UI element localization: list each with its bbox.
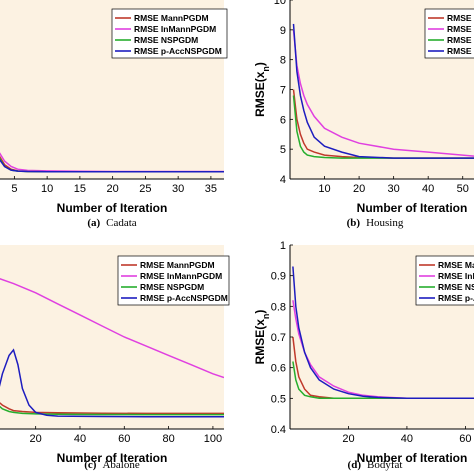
legend-entry-2: RMSE InMannPGDM xyxy=(447,24,474,34)
legend-entry-2: RMSE InMannPGDM xyxy=(438,271,474,281)
series-group xyxy=(292,23,474,159)
panel-caption: (d) Bodyfat xyxy=(348,459,403,471)
y-tick-label: 0.9 xyxy=(271,271,286,283)
x-tick-label: 40 xyxy=(401,433,413,445)
x-axis-label: Number of Iteration xyxy=(57,451,168,465)
legend-box xyxy=(424,8,474,59)
series-line-2 xyxy=(0,278,224,379)
caption-tag: (d) xyxy=(348,459,362,471)
panel-caption: (b) Housing xyxy=(347,217,404,229)
y-tick-label: 1 xyxy=(280,240,286,252)
series-line-3 xyxy=(0,405,224,416)
legend-entry-1: RMSE MannPGDM xyxy=(438,260,474,270)
caption-tag: (c) xyxy=(84,459,97,471)
legend-entry-1: RMSE MannPGDM xyxy=(140,260,215,270)
x-axis-label: Number of Iteration xyxy=(357,451,468,465)
x-tick-label: 5 xyxy=(11,183,17,195)
y-tick-label: 5 xyxy=(280,144,286,156)
y-axis-label-sub: n xyxy=(261,314,271,320)
y-axis-label-close: ) xyxy=(253,62,267,66)
series-line-2 xyxy=(292,29,474,157)
legend-entry-1: RMSE MannPGDM xyxy=(447,13,474,23)
y-axis-label-main: RMSE(x xyxy=(253,71,267,117)
y-axis-label: RMSE(xn) xyxy=(253,62,271,117)
y-axis-label-sub: n xyxy=(261,66,271,72)
x-axis-label: Number of Iteration xyxy=(57,201,168,215)
x-tick-label: 40 xyxy=(74,433,86,445)
x-tick-label: 60 xyxy=(459,433,471,445)
series-group xyxy=(292,266,474,400)
series-line-4 xyxy=(292,266,474,400)
x-tick-label: 100 xyxy=(204,433,222,445)
y-tick-label: 0.8 xyxy=(271,301,286,313)
legend-box xyxy=(117,255,230,306)
legend-entry-4: RMSE p-AccNSPGDM xyxy=(447,46,474,56)
legend-entry-1: RMSE MannPGDM xyxy=(134,13,209,23)
y-axis-label-main: RMSE(x xyxy=(253,319,267,365)
caption-tag: (a) xyxy=(87,217,100,229)
series-group xyxy=(0,152,224,173)
caption-name: Cadata xyxy=(106,217,137,229)
y-tick-label: 0.6 xyxy=(271,363,286,375)
legend-entry-3: RMSE NSPGDM xyxy=(438,282,474,292)
panel-caption: (a) Cadata xyxy=(87,217,136,229)
panel-bodyfat: 20 40 60 0.4 0.5 0.6 0.7 0.8 0.9 1 Number of Itera… xyxy=(253,240,474,471)
legend-entry-2: RMSE InMannPGDM xyxy=(140,271,222,281)
y-tick-label: 8 xyxy=(280,55,286,67)
x-tick-label: 30 xyxy=(172,183,184,195)
panel-housing: 10 20 30 40 50 4 5 6 7 8 9 10 Number of Iteration RMS… xyxy=(253,0,474,229)
x-tick-label: 10 xyxy=(318,183,330,195)
x-axis-label: Number of Iteration xyxy=(357,201,468,215)
y-tick-label: 10 xyxy=(274,0,286,7)
y-tick-label: 9 xyxy=(280,25,286,37)
x-tick-label: 40 xyxy=(422,183,434,195)
x-tick-label: 30 xyxy=(388,183,400,195)
x-tick-label: 20 xyxy=(342,433,354,445)
legend-entry-4: RMSE p-AccNSPGDM xyxy=(140,293,228,303)
caption-name: Housing xyxy=(366,217,404,229)
x-tick-label: 20 xyxy=(30,433,42,445)
x-tick-label: 10 xyxy=(41,183,53,195)
legend-entry-3: RMSE NSPGDM xyxy=(447,35,474,45)
caption-name: Abalone xyxy=(102,459,139,471)
x-tick-label: 20 xyxy=(353,183,365,195)
y-tick-label: 4 xyxy=(280,174,286,186)
y-tick-label: 0.4 xyxy=(271,424,286,436)
panel-cadata: 5 10 15 20 25 30 35 Number of Iteration RMSE Man… xyxy=(0,0,228,229)
y-tick-label: 6 xyxy=(280,114,286,126)
legend-box xyxy=(111,8,228,59)
caption-name: Bodyfat xyxy=(367,459,402,471)
y-tick-label: 0.5 xyxy=(271,393,286,405)
x-tick-label: 80 xyxy=(162,433,174,445)
legend-entry-4: RMSE p-AccNSPGDM xyxy=(438,293,474,303)
series-line-4 xyxy=(0,348,224,418)
y-axis-label: RMSE(xn) xyxy=(253,310,271,365)
x-tick-label: 15 xyxy=(74,183,86,195)
legend-entry-4: RMSE p-AccNSPGDM xyxy=(134,46,222,56)
series-line-4 xyxy=(292,23,474,159)
series-line-4 xyxy=(0,158,224,173)
x-tick-label: 20 xyxy=(107,183,119,195)
legend-entry-2: RMSE InMannPGDM xyxy=(134,24,216,34)
y-tick-label: 0.7 xyxy=(271,332,286,344)
y-tick-label: 7 xyxy=(280,85,286,97)
x-tick-label: 50 xyxy=(457,183,469,195)
y-axis-label-close: ) xyxy=(253,310,267,314)
x-tick-label: 60 xyxy=(118,433,130,445)
panel-caption: (c) Abalone xyxy=(84,459,140,471)
x-tick-label: 35 xyxy=(205,183,217,195)
legend-box xyxy=(415,255,474,306)
series-group xyxy=(0,278,224,418)
caption-tag: (b) xyxy=(347,217,361,229)
legend-entry-3: RMSE NSPGDM xyxy=(140,282,204,292)
x-tick-label: 25 xyxy=(139,183,151,195)
legend-entry-3: RMSE NSPGDM xyxy=(134,35,198,45)
panel-abalone: 20 40 60 80 100 Number of Iteration RMSE MannP… xyxy=(0,245,230,471)
